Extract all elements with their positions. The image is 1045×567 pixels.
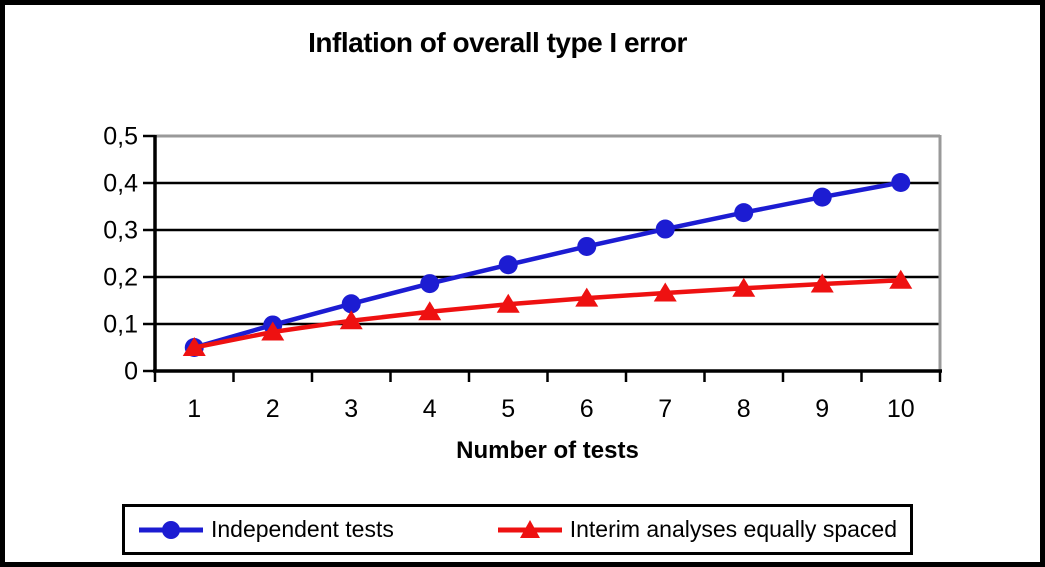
data-point-marker — [261, 321, 285, 341]
legend-item-independent-tests: Independent tests — [138, 516, 394, 543]
x-axis-title: Number of tests — [456, 437, 639, 464]
data-point-marker — [577, 236, 597, 256]
legend: Independent tests Interim analyses equal… — [122, 504, 913, 555]
x-tick-label: 3 — [344, 395, 358, 423]
data-point-marker — [655, 219, 675, 239]
x-tick-label: 8 — [737, 395, 751, 423]
plot-area: 0 0,1 0,2 0,3 0,4 0,5 1 2 3 4 5 6 7 8 9 10 — [103, 123, 942, 423]
x-tick-label: 9 — [815, 395, 829, 423]
series-line-1 — [193, 278, 901, 350]
series-line-0 — [193, 180, 902, 350]
x-tick-label: 5 — [501, 395, 515, 423]
data-point-marker — [889, 269, 913, 289]
legend-sample-marker — [519, 519, 540, 538]
legend-item-interim-analyses: Interim analyses equally spaced — [497, 516, 897, 543]
x-tick-label: 1 — [187, 395, 201, 423]
data-point-marker — [496, 293, 520, 313]
data-point-marker — [891, 173, 911, 193]
data-point-marker — [420, 274, 440, 294]
data-point-marker — [653, 282, 677, 302]
data-point-marker — [182, 337, 206, 356]
y-tick-label: 0,4 — [103, 170, 138, 198]
legend-label-interim-analyses: Interim analyses equally spaced — [569, 516, 897, 542]
data-point-marker — [341, 294, 361, 314]
x-tick-label: 7 — [658, 395, 672, 423]
data-point-marker — [575, 287, 599, 307]
data-point-marker — [812, 187, 832, 207]
y-tick-label: 0,5 — [103, 123, 138, 151]
y-tick-label: 0,2 — [103, 264, 138, 292]
legend-sample-marker — [162, 520, 180, 539]
y-tick-label: 0 — [124, 358, 138, 386]
y-tick-label: 0,1 — [103, 311, 138, 339]
x-tick-label: 6 — [580, 395, 594, 423]
line-circle-marker-icon — [139, 520, 203, 539]
legend-label-independent-tests: Independent tests — [211, 516, 394, 542]
chart-title: Inflation of overall type I error — [308, 27, 687, 58]
data-point-marker — [810, 273, 834, 293]
x-tick-label: 2 — [266, 395, 280, 423]
data-point-marker — [498, 255, 518, 275]
x-tick-label: 4 — [423, 395, 437, 423]
data-point-marker — [339, 310, 363, 330]
x-tick-label: 10 — [887, 395, 915, 423]
y-tick-label: 0,3 — [103, 217, 138, 245]
data-point-marker — [734, 203, 754, 223]
line-triangle-marker-icon — [497, 519, 562, 538]
data-point-marker — [418, 301, 442, 321]
data-point-marker — [732, 277, 756, 297]
